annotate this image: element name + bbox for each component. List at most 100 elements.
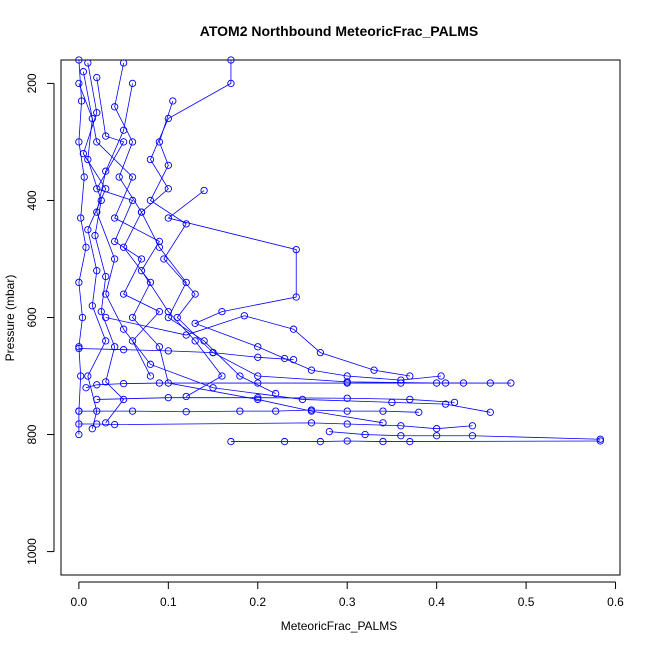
data-point [111, 237, 119, 246]
data-point [84, 59, 92, 67]
series-line [230, 440, 601, 442]
data-point [169, 97, 177, 105]
series-10 [75, 406, 423, 416]
data-point [128, 138, 137, 146]
series-line [329, 431, 601, 440]
data-point [191, 290, 199, 298]
x-axis-label: MeteoricFrac_PALMS [281, 619, 397, 633]
data-point [218, 307, 226, 316]
data-point [84, 226, 92, 234]
data-point [379, 437, 387, 446]
data-point [343, 394, 351, 402]
series-2 [79, 59, 110, 433]
chart-title: ATOM2 Northbound MeteoricFrac_PALMS [200, 23, 478, 39]
series-14 [79, 68, 226, 401]
data-point [88, 302, 96, 310]
data-point [468, 432, 477, 440]
data-point [93, 381, 101, 389]
data-point [79, 68, 88, 76]
series-7 [102, 312, 414, 380]
data-point [128, 79, 137, 88]
series-line [82, 62, 107, 429]
series-line [78, 83, 125, 424]
data-point [164, 185, 172, 193]
data-point [397, 432, 405, 440]
data-point [406, 437, 414, 446]
x-tick-label: 0.0 [71, 595, 88, 609]
data-point [128, 313, 137, 322]
series-15 [75, 79, 128, 427]
data-point [397, 379, 405, 387]
series-line [167, 190, 442, 381]
data-point [596, 437, 604, 445]
data-point [102, 272, 110, 281]
data-point [343, 437, 351, 445]
x-tick-label: 0.6 [607, 595, 624, 609]
data-point [227, 79, 235, 88]
data-point [146, 360, 155, 368]
data-point [254, 372, 262, 380]
data-point [254, 343, 262, 351]
data-point [361, 430, 369, 439]
series-line [141, 60, 276, 394]
data-point [507, 379, 515, 387]
x-tick-label: 0.4 [428, 595, 445, 609]
data-point [128, 173, 137, 181]
data-point [137, 267, 146, 275]
data-point [441, 379, 450, 387]
data-point [272, 389, 280, 398]
data-point [102, 378, 110, 386]
data-point [227, 437, 235, 446]
y-tick-label: 200 [25, 73, 39, 93]
data-point [111, 214, 119, 222]
data-point [486, 408, 494, 416]
data-point [160, 255, 168, 263]
data-point [75, 138, 83, 146]
data-point [164, 214, 172, 222]
data-point [93, 138, 101, 146]
series-line [85, 382, 464, 389]
data-point [254, 379, 262, 387]
series-16 [93, 73, 164, 380]
series-11 [75, 419, 477, 433]
data-point [289, 355, 298, 364]
data-point [379, 419, 387, 427]
x-tick-label: 0.5 [518, 595, 535, 609]
data-point [379, 407, 387, 415]
data-point [370, 366, 378, 374]
data-point [240, 312, 249, 320]
data-point [115, 173, 123, 181]
data-point [272, 407, 280, 415]
data-point [415, 408, 423, 416]
data-point [93, 267, 101, 275]
y-tick-label: 800 [25, 424, 39, 444]
x-axis: 0.0 0.1 0.2 0.3 0.4 0.5 0.6 [71, 581, 624, 609]
data-point [191, 337, 199, 345]
data-point [93, 185, 101, 193]
data-point [307, 406, 316, 414]
data-point [437, 372, 445, 380]
data-point [75, 278, 83, 287]
data-point [280, 437, 289, 446]
data-point [155, 243, 164, 251]
data-point [102, 290, 110, 298]
series-line [114, 62, 384, 424]
data-point [111, 420, 119, 429]
data-point [164, 161, 172, 169]
data-point [102, 132, 110, 140]
data-point [128, 337, 137, 345]
data-point [91, 231, 99, 240]
y-axis-label: Pressure (mbar) [3, 275, 17, 362]
series-13 [227, 437, 604, 446]
data-point [182, 278, 190, 287]
data-point [93, 73, 101, 82]
data-point [79, 149, 88, 158]
data-point [97, 307, 105, 316]
data-point [182, 220, 190, 228]
series-line [105, 315, 410, 377]
data-point [137, 255, 146, 263]
x-tick-label: 0.1 [160, 595, 177, 609]
data-point [75, 79, 83, 88]
data-point [459, 379, 468, 387]
